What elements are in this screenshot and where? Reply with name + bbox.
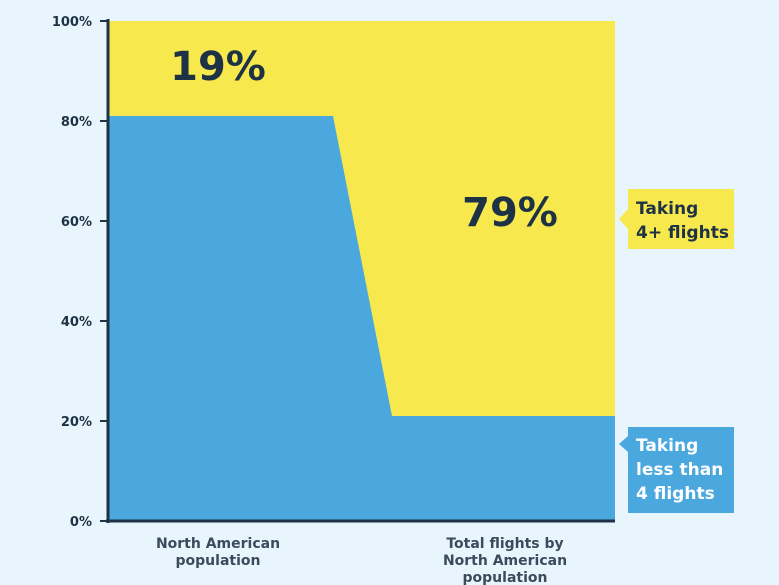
value-label-flights: 79%	[462, 190, 558, 236]
legend-item-infrequent: Taking less than 4 flights	[619, 427, 734, 513]
x-category-label: population	[176, 553, 261, 569]
y-tick-label: 20%	[61, 415, 92, 430]
legend-item-frequent: Taking 4+ flights	[619, 189, 734, 249]
value-label-population: 19%	[170, 44, 266, 90]
legend-label-infrequent: 4 flights	[636, 484, 715, 504]
y-tick-label: 80%	[61, 115, 92, 130]
legend-box-infrequent	[628, 427, 734, 513]
legend-box-frequent	[628, 189, 734, 249]
y-tick-label: 100%	[52, 15, 92, 30]
plot-areas	[108, 21, 615, 521]
y-tick-label: 0%	[70, 515, 92, 530]
value-labels: 19% 79%	[170, 44, 558, 236]
legend-label-infrequent: Taking	[636, 436, 698, 456]
legend-pointer-frequent	[619, 209, 628, 229]
x-category-label: Total flights by	[446, 536, 563, 552]
series-area-infrequent	[108, 116, 615, 521]
x-category-label: North American	[156, 536, 280, 552]
legend-label-infrequent: less than	[636, 460, 723, 480]
legend-pointer-infrequent	[619, 436, 628, 452]
legend-label-frequent: Taking	[636, 199, 698, 219]
y-tick-label: 40%	[61, 315, 92, 330]
y-tick-label: 60%	[61, 215, 92, 230]
x-category-label: population	[463, 570, 548, 585]
x-category-label: North American	[443, 553, 567, 569]
y-ticks: 0% 20% 40% 60% 80% 100%	[52, 15, 108, 530]
legend: Taking 4+ flights Taking less than 4 flights	[619, 189, 734, 513]
axes	[106, 19, 615, 523]
legend-label-frequent: 4+ flights	[636, 223, 729, 243]
